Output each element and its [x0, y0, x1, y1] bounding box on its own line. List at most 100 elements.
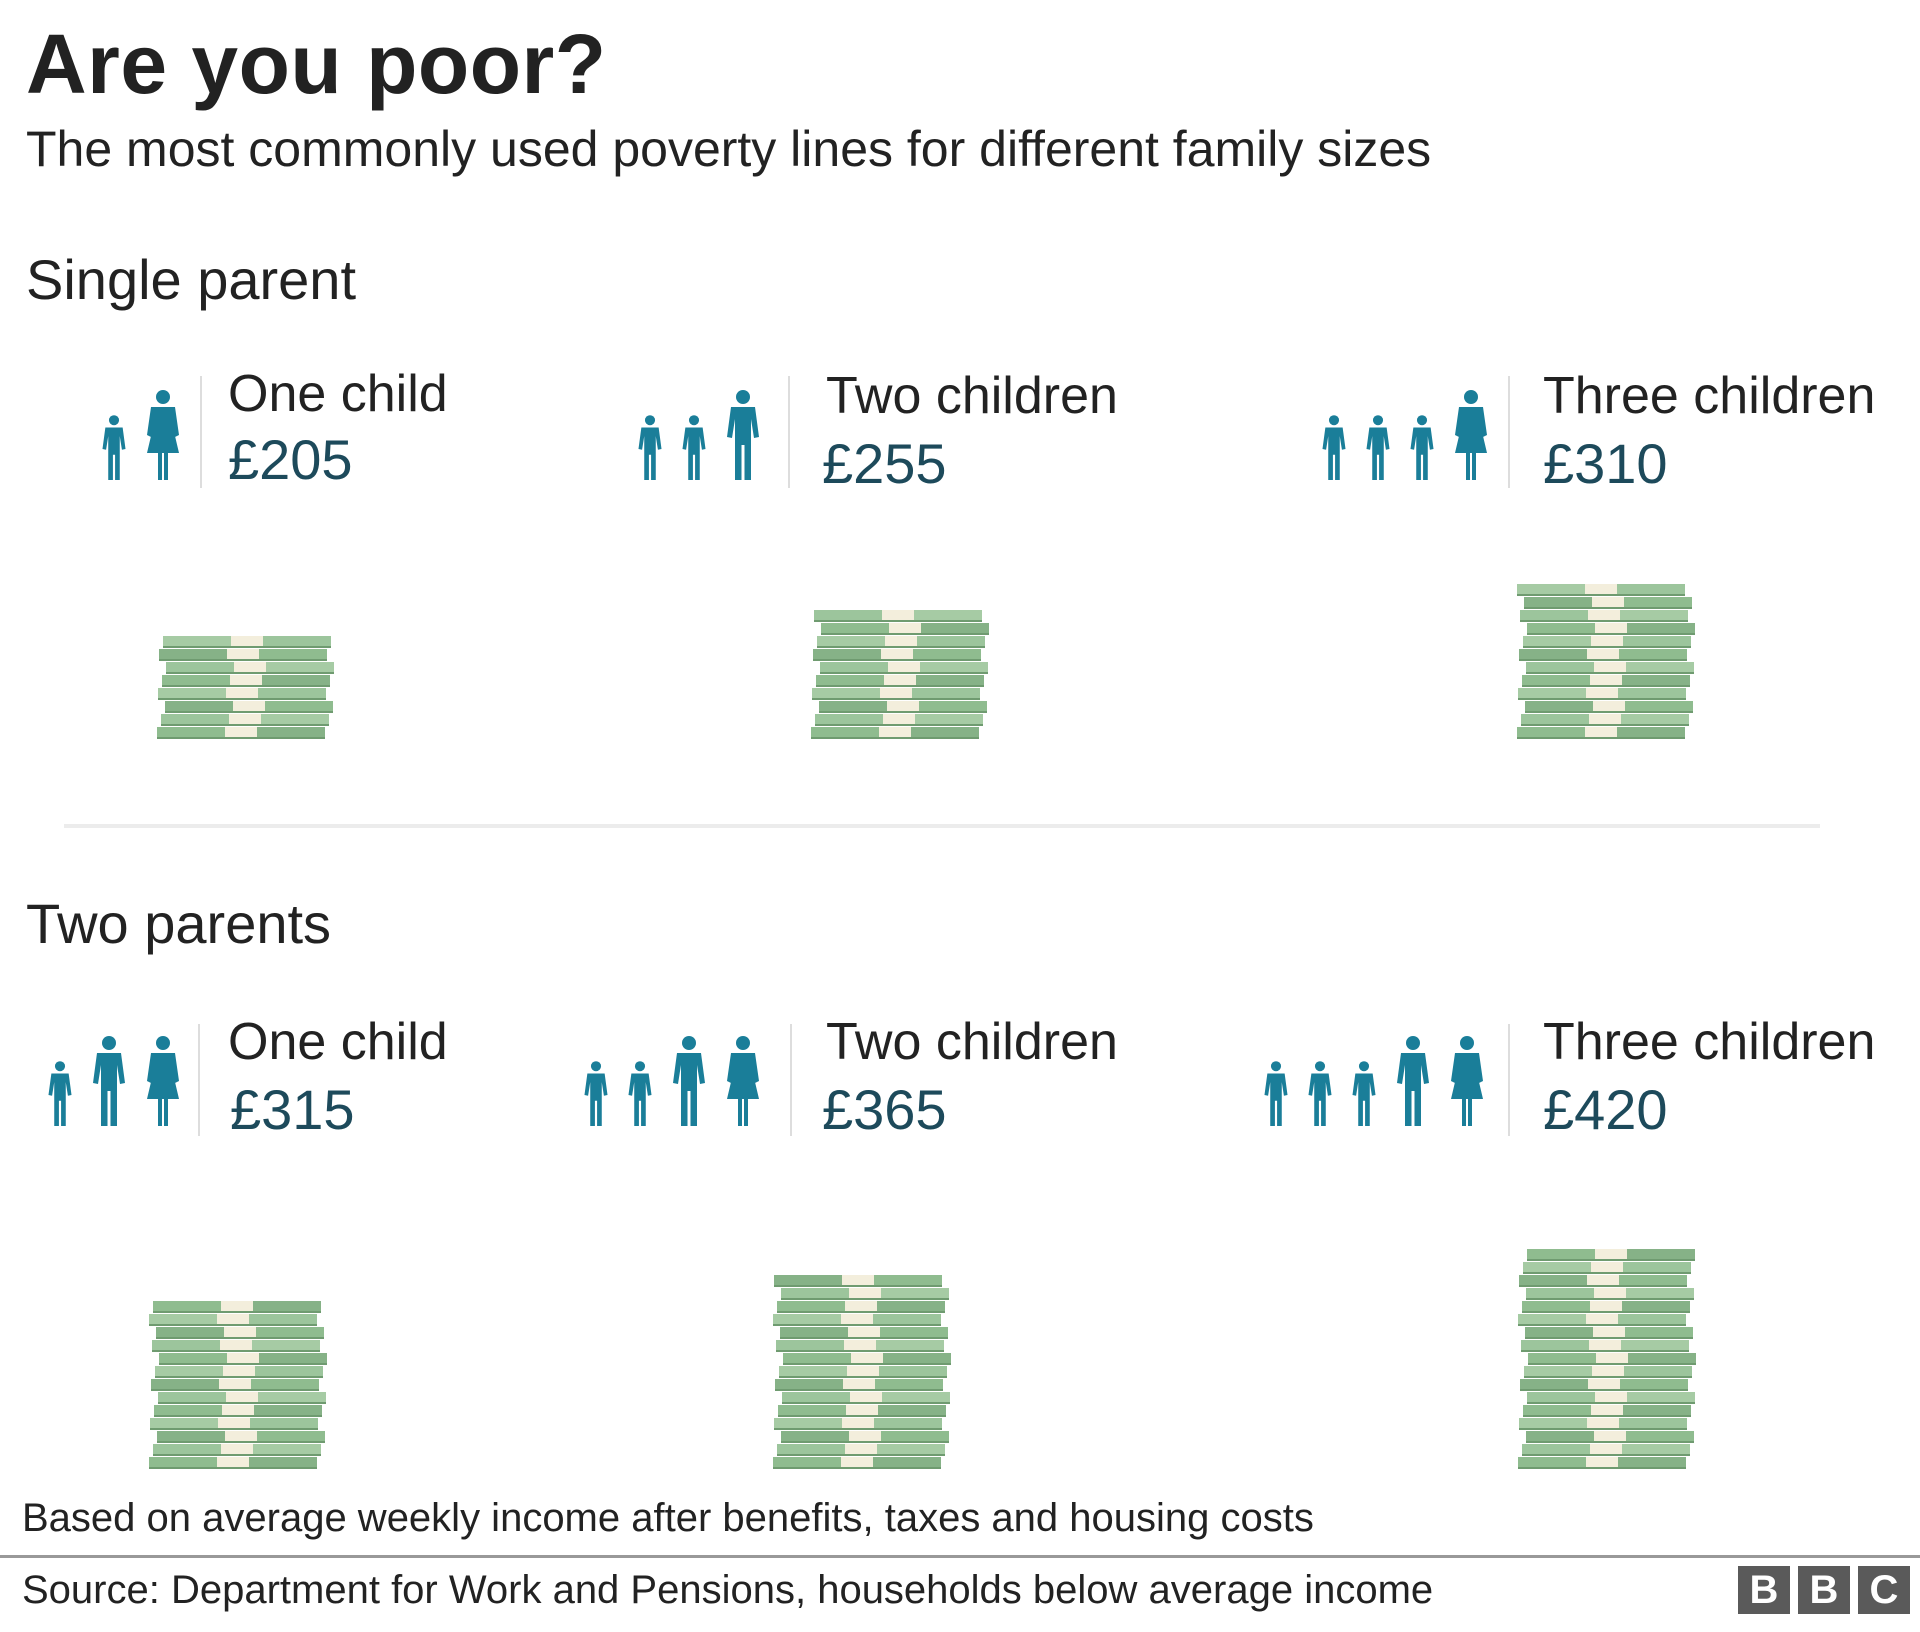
cash-bundle: [777, 1444, 945, 1456]
cash-bundle: [1528, 1353, 1696, 1365]
cash-bundle: [1521, 1340, 1689, 1352]
family-icon-group: [584, 1036, 759, 1126]
cash-bundle: [153, 1301, 321, 1313]
section-title-two-parents: Two parents: [26, 892, 332, 955]
cash-bundle: [1526, 1288, 1694, 1300]
cash-bundle: [782, 1392, 950, 1404]
source-credit: Source: Department for Work and Pensions…: [22, 1568, 1434, 1612]
cash-bundle: [152, 1340, 320, 1352]
person-icon: [682, 415, 706, 480]
cash-bundle: [816, 675, 984, 687]
cash-bundle: [813, 649, 981, 661]
person-icon: [102, 415, 126, 480]
money-stack-icon: [149, 1301, 327, 1469]
section-divider: [64, 824, 1820, 828]
cash-bundle: [775, 1379, 943, 1391]
cash-bundle: [814, 610, 982, 622]
poverty-line-value: £315: [230, 1078, 355, 1141]
person-icon: [638, 415, 662, 480]
cash-bundle: [1518, 1314, 1686, 1326]
cash-bundle: [149, 1314, 317, 1326]
cash-bundle: [1525, 1327, 1693, 1339]
money-stack-icon: [811, 610, 989, 739]
family-icon-group: [638, 390, 759, 480]
cash-bundle: [1521, 714, 1689, 726]
cell-separator: [1508, 376, 1510, 488]
cash-bundle: [1520, 610, 1688, 622]
family-icon-group: [48, 1036, 179, 1126]
cash-bundle: [1526, 1431, 1694, 1443]
person-icon: [1352, 1061, 1376, 1126]
person-icon: [1366, 415, 1390, 480]
money-stack-icon: [1517, 584, 1695, 739]
cash-bundle: [811, 727, 979, 739]
cell-separator: [198, 1024, 200, 1136]
person-icon: [727, 1036, 759, 1126]
person-icon: [1322, 415, 1346, 480]
cash-bundle: [776, 1340, 944, 1352]
cell-label: One child: [228, 1013, 448, 1071]
cash-bundle: [1526, 662, 1694, 674]
family-icon-group: [1322, 390, 1487, 480]
cash-bundle: [778, 1405, 946, 1417]
cash-bundle: [158, 688, 326, 700]
cash-bundle: [781, 1288, 949, 1300]
cell-separator: [1508, 1024, 1510, 1136]
cash-bundle: [820, 662, 988, 674]
cash-bundle: [163, 636, 331, 648]
cash-bundle: [157, 727, 325, 739]
page-title: Are you poor?: [26, 17, 607, 111]
cell-label: One child: [228, 365, 448, 423]
cash-bundle: [1518, 1457, 1686, 1469]
cash-bundle: [780, 1327, 948, 1339]
footer-divider: [0, 1555, 1920, 1558]
cash-bundle: [151, 1379, 319, 1391]
cash-bundle: [774, 1418, 942, 1430]
person-icon: [93, 1036, 125, 1126]
cash-bundle: [1522, 1301, 1690, 1313]
cash-bundle: [159, 1353, 327, 1365]
person-icon: [1397, 1036, 1429, 1126]
cash-bundle: [153, 1444, 321, 1456]
cash-bundle: [779, 1366, 947, 1378]
cell-separator: [790, 1024, 792, 1136]
family-icon-group: [102, 390, 179, 480]
cash-bundle: [166, 662, 334, 674]
person-icon: [1455, 390, 1487, 480]
person-icon: [48, 1061, 72, 1126]
cash-bundle: [1519, 1275, 1687, 1287]
cash-bundle: [783, 1353, 951, 1365]
person-icon: [673, 1036, 705, 1126]
cash-bundle: [1520, 1379, 1688, 1391]
cell-label: Three children: [1543, 367, 1876, 425]
cash-bundle: [1524, 1366, 1692, 1378]
cash-bundle: [1518, 688, 1686, 700]
cash-bundle: [157, 1431, 325, 1443]
person-icon: [584, 1061, 608, 1126]
money-stack-icon: [157, 636, 334, 739]
cash-bundle: [154, 1405, 322, 1417]
cash-bundle: [150, 1418, 318, 1430]
cash-bundle: [1522, 1444, 1690, 1456]
cash-bundle: [1523, 1405, 1691, 1417]
cash-bundle: [817, 636, 985, 648]
poverty-line-value: £255: [822, 432, 947, 495]
cash-bundle: [773, 1314, 941, 1326]
page-subtitle: The most commonly used poverty lines for…: [26, 121, 1432, 177]
cash-bundle: [165, 701, 333, 713]
cash-bundle: [159, 649, 327, 661]
money-stack-icon: [1518, 1249, 1696, 1469]
logo-letter: B: [1738, 1566, 1790, 1614]
cash-bundle: [1517, 584, 1685, 596]
cash-bundle: [156, 1327, 324, 1339]
cash-bundle: [1524, 597, 1692, 609]
cash-bundle: [161, 714, 329, 726]
cash-bundle: [1519, 1418, 1687, 1430]
cash-bundle: [1522, 675, 1690, 687]
logo-letter: B: [1798, 1566, 1850, 1614]
poverty-line-value: £420: [1543, 1078, 1668, 1141]
family-icon-group: [1264, 1036, 1483, 1126]
money-stack-icon: [773, 1275, 951, 1469]
cash-bundle: [781, 1431, 949, 1443]
bbc-logo: B B C: [1738, 1566, 1910, 1614]
